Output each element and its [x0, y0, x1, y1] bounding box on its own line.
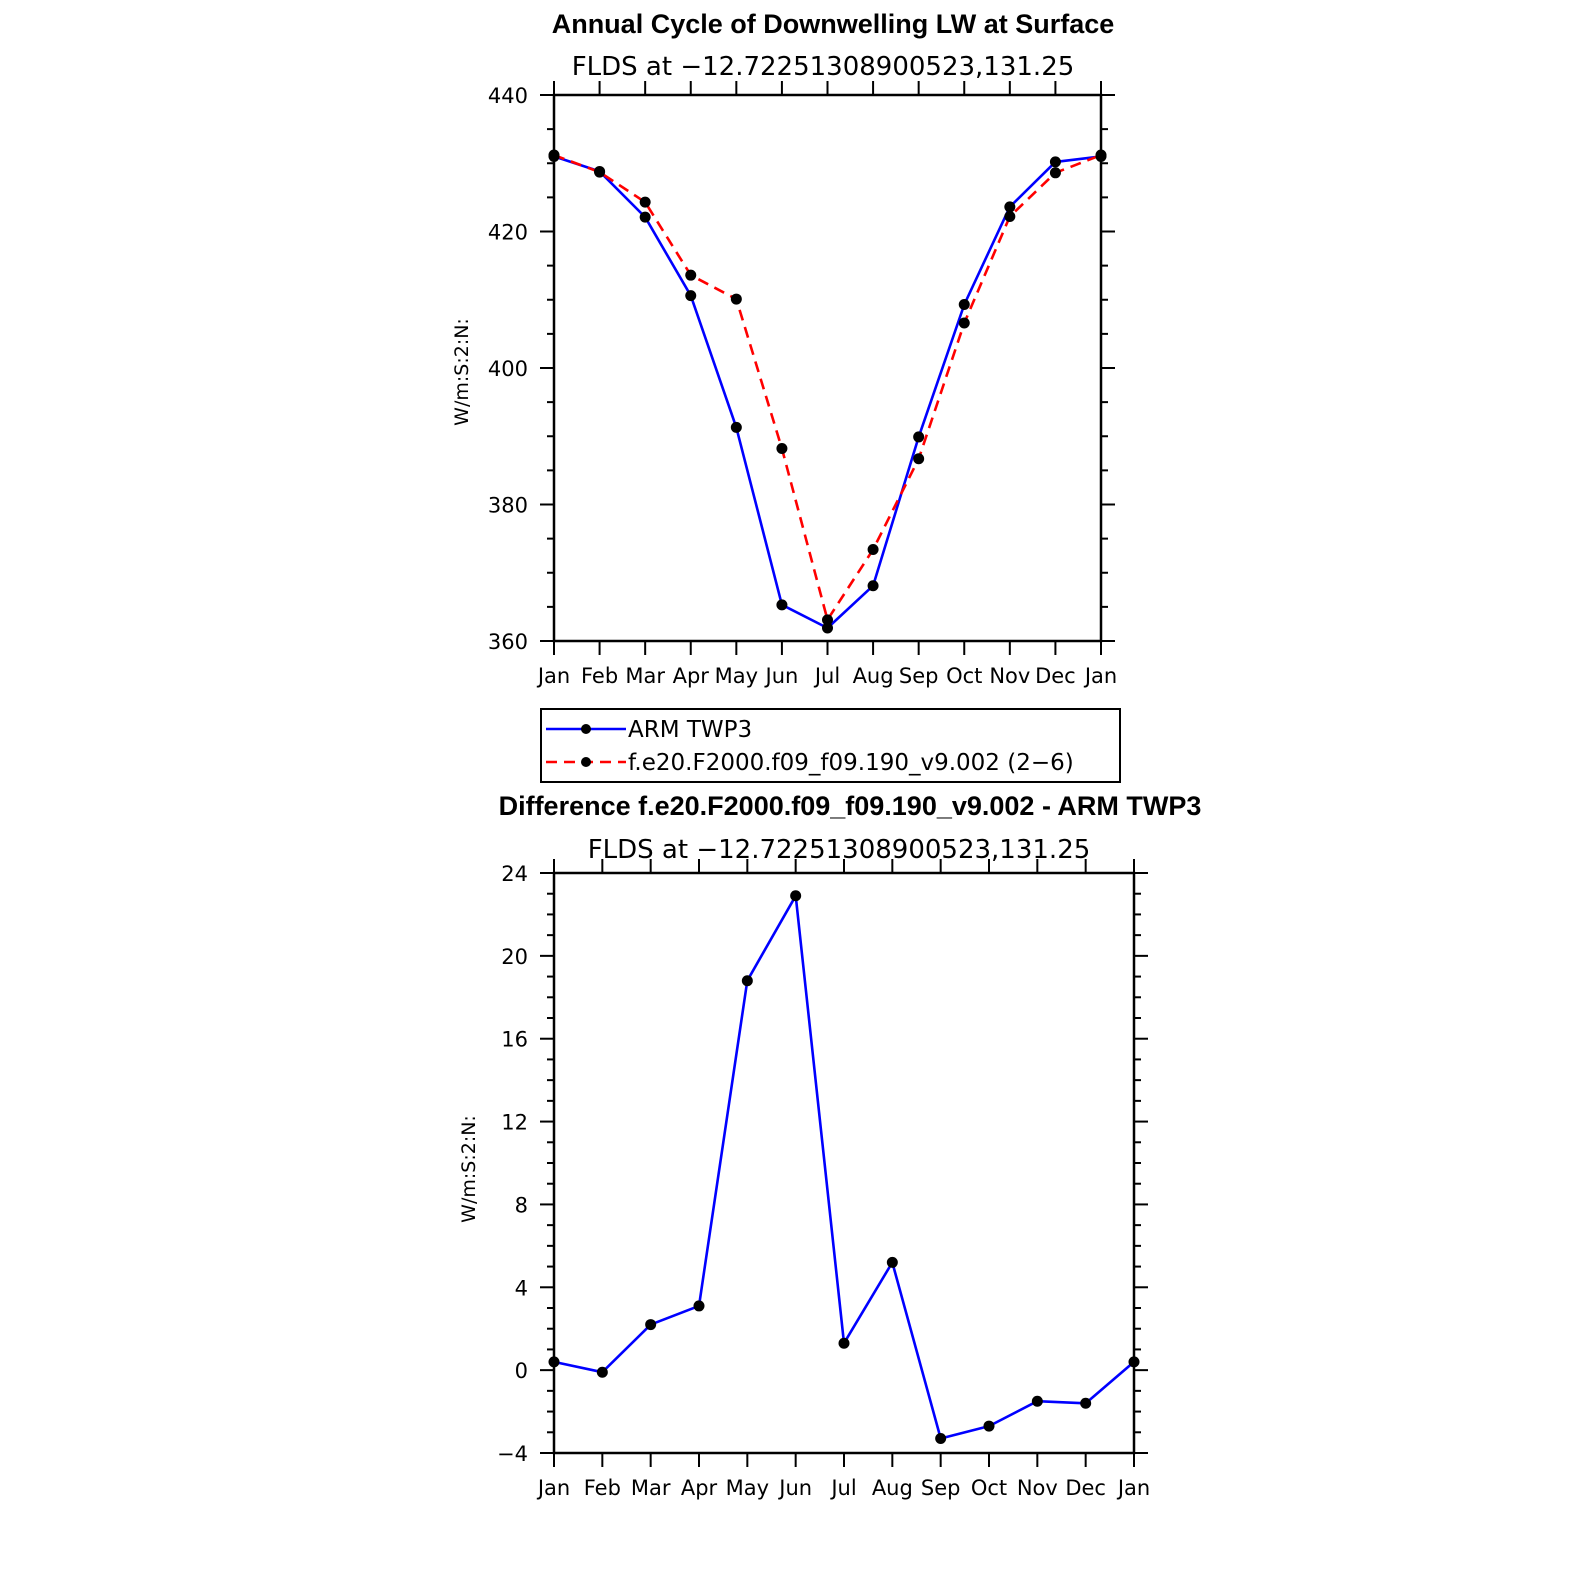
bottom-chart-series-0-point	[790, 890, 802, 902]
bottom-chart-series-0-point	[1080, 1397, 1092, 1409]
top-chart-x-tick-label: Oct	[946, 664, 982, 688]
bottom-chart-x-tick-label: Nov	[1017, 1476, 1058, 1500]
top-chart-x-tick-label: Apr	[673, 664, 710, 688]
top-chart-series-1-point	[1004, 210, 1016, 222]
bottom-chart-y-tick-label: 24	[501, 862, 528, 886]
top-chart-series-0-point	[730, 421, 742, 433]
bottom-chart-y-tick-label: 8	[515, 1193, 528, 1217]
legend-label-arm-twp3: ARM TWP3	[628, 717, 752, 743]
top-chart-x-tick-label: Mar	[625, 664, 665, 688]
legend-marker-model	[581, 757, 591, 767]
bottom-chart-x-tick-label: Apr	[681, 1476, 718, 1500]
top-chart-series-line-0	[553, 155, 1102, 630]
top-chart-series-0-point	[822, 622, 833, 634]
bottom-chart-series-0-point	[983, 1420, 995, 1432]
bottom-chart-series-0-point	[886, 1256, 898, 1268]
bottom-chart-x-tick-label: Jan	[536, 1476, 570, 1500]
top-chart-series-1-point	[822, 614, 833, 626]
bottom-chart-series-0-point	[596, 1366, 608, 1378]
bottom-chart-axes: −4 0 4 8 12 16 20 24 Jan Feb Mar Apr May Jun Jul Aug Sep…	[497, 859, 1150, 1500]
bottom-chart-x-tick-label: Dec	[1065, 1476, 1106, 1500]
bottom-chart-x-tick-label: Jul	[829, 1476, 856, 1500]
top-chart-axes: 360 380 400 420 440 Jan Feb Mar Apr May Jun Jul Aug S…	[488, 81, 1117, 688]
bottom-chart-y-tick-label: −4	[497, 1442, 528, 1466]
top-chart-x-tick-label: Nov	[989, 664, 1030, 688]
top-chart-series-0-point	[776, 599, 788, 611]
top-chart-series-1-point	[867, 544, 879, 556]
top-chart-series-0-point	[685, 290, 697, 302]
bottom-chart-x-tick-label: Jun	[777, 1476, 812, 1500]
bottom-chart: Difference f.e20.F2000.f09_f09.190_v9.00…	[458, 791, 1201, 1500]
bottom-chart-series-0-point	[693, 1300, 705, 1312]
legend-frame	[540, 708, 1121, 783]
top-chart-x-tick-label: Feb	[581, 664, 618, 688]
top-chart-title: Annual Cycle of Downwelling LW at Surfac…	[552, 9, 1115, 39]
top-chart-x-tick-label: Aug	[853, 664, 894, 688]
top-chart-series-1-point	[776, 443, 788, 455]
bottom-chart-y-tick-label: 12	[501, 1111, 528, 1135]
bottom-chart-y-tick-label: 20	[501, 945, 528, 969]
top-chart-y-tick-label: 420	[488, 221, 528, 245]
bottom-chart-x-tick-label: May	[726, 1476, 769, 1500]
top-chart-y-tick-label: 400	[488, 357, 528, 381]
bottom-chart-x-tick-label: Jan	[1116, 1476, 1150, 1500]
top-chart-series-1-point	[730, 293, 742, 305]
top-chart-series	[548, 149, 1107, 634]
legend-marker-arm-twp3	[581, 724, 591, 734]
bottom-chart-x-tick-label: Oct	[971, 1476, 1007, 1500]
top-chart-series-0-point	[1049, 156, 1061, 168]
bottom-chart-series-0-point	[1128, 1356, 1140, 1368]
bottom-chart-y-tick-label: 0	[515, 1359, 528, 1383]
bottom-chart-x-tick-label: Mar	[631, 1476, 671, 1500]
bottom-chart-x-tick-label: Aug	[872, 1476, 913, 1500]
bottom-chart-series-0-point	[645, 1319, 657, 1331]
bottom-chart-series	[548, 890, 1140, 1444]
top-chart-series-1-point	[1049, 167, 1061, 179]
top-chart: Annual Cycle of Downwelling LW at Surfac…	[451, 9, 1121, 783]
bottom-chart-series-0-point	[838, 1337, 850, 1349]
bottom-chart-series-line-0	[553, 894, 1135, 1440]
top-chart-series-1-point	[639, 196, 651, 208]
top-chart-x-tick-label: Jul	[813, 664, 840, 688]
top-chart-series-0-point	[639, 211, 651, 223]
top-chart-x-tick-label: May	[715, 664, 758, 688]
top-chart-series-1-point	[913, 453, 925, 465]
bottom-chart-title: Difference f.e20.F2000.f09_f09.190_v9.00…	[499, 791, 1202, 821]
top-chart-legend: ARM TWP3 f.e20.F2000.f09_f09.190_v9.002 …	[540, 708, 1121, 783]
bottom-chart-y-tick-label: 16	[501, 1028, 528, 1052]
top-chart-subtitle: FLDS at −12.72251308900523,131.25	[572, 52, 1075, 82]
top-chart-series-0-point	[958, 299, 970, 311]
top-chart-series-1-point	[594, 166, 606, 178]
top-chart-x-tick-label: Jan	[1083, 664, 1117, 688]
bottom-chart-series-0-point	[935, 1433, 947, 1444]
top-chart-series-1-point	[958, 317, 970, 329]
top-chart-series-1-point	[548, 149, 560, 161]
top-chart-series-0-point	[867, 580, 879, 592]
top-chart-series-0-point	[1004, 201, 1016, 213]
top-chart-x-tick-label: Jan	[536, 664, 570, 688]
top-chart-x-tick-label: Jun	[764, 664, 799, 688]
bottom-chart-series-0-point	[1031, 1395, 1043, 1407]
top-chart-y-axis-label: W/m:S:2:N:	[451, 318, 473, 426]
bottom-chart-x-tick-label: Sep	[921, 1476, 961, 1500]
top-chart-series-line-1	[553, 153, 1102, 622]
legend-label-model: f.e20.F2000.f09_f09.190_v9.002 (2−6)	[628, 750, 1074, 776]
top-chart-plot-frame	[552, 93, 1103, 643]
bottom-chart-subtitle: FLDS at −12.72251308900523,131.25	[588, 835, 1091, 865]
top-chart-y-tick-label: 380	[488, 494, 528, 518]
top-chart-x-tick-label: Sep	[899, 664, 939, 688]
top-chart-series-0-point	[913, 431, 925, 443]
top-chart-x-tick-label: Dec	[1035, 664, 1076, 688]
top-chart-y-tick-label: 360	[488, 630, 528, 654]
bottom-chart-plot-frame	[552, 871, 1136, 1455]
top-chart-series-1-point	[1095, 149, 1107, 161]
top-chart-series-1-point	[685, 269, 697, 281]
top-chart-y-tick-label: 440	[488, 84, 528, 108]
bottom-chart-series-0-point	[741, 975, 753, 987]
bottom-chart-y-tick-label: 4	[515, 1276, 528, 1300]
bottom-chart-y-axis-label: W/m:S:2:N:	[458, 1115, 480, 1223]
bottom-chart-x-tick-label: Feb	[584, 1476, 621, 1500]
bottom-chart-series-0-point	[548, 1356, 560, 1368]
